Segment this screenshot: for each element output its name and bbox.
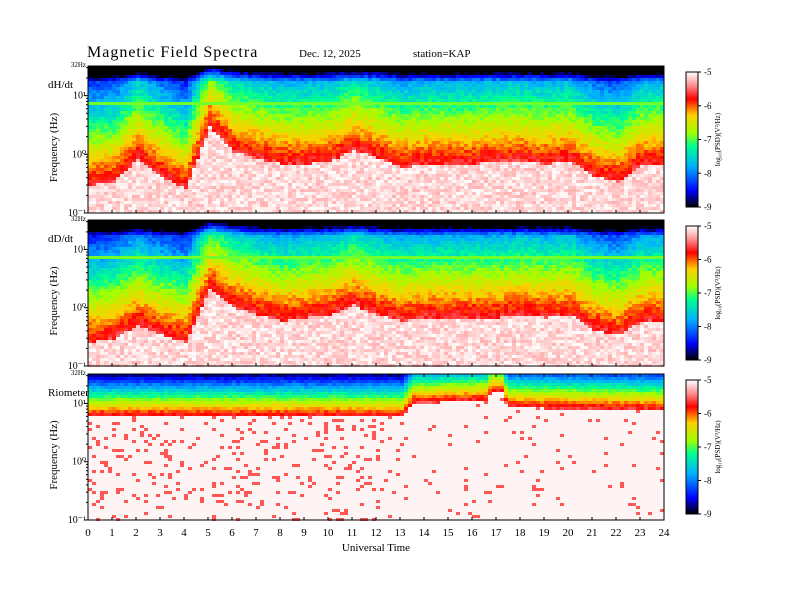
colorbar-tick-label: -9 — [704, 509, 712, 519]
x-tick-label: 21 — [587, 527, 598, 539]
x-tick-label: 19 — [539, 527, 551, 539]
colorbar-tick-label: -8 — [704, 168, 712, 178]
x-tick-label: 6 — [229, 527, 235, 539]
colorbar-gradient — [685, 225, 699, 361]
colorbar: -5 -6 -7 -8 -9 log₁₀(PSD)(V²/Hz) — [685, 67, 722, 212]
colorbar-tick-label: -6 — [704, 101, 712, 111]
colorbar-tick-label: -7 — [704, 288, 712, 298]
colorbar-gradient — [685, 379, 699, 515]
y-top-label: 32Hz — [71, 215, 86, 223]
colorbar-label: log₁₀(PSD)(V²/Hz) — [714, 112, 722, 166]
y-tick-label: 10⁻¹ — [68, 361, 86, 372]
spectrogram — [88, 66, 664, 213]
y-tick-label: 10⁰ — [72, 457, 86, 468]
colorbar-tick-label: -6 — [704, 255, 712, 265]
panel-label: Riometer — [48, 387, 89, 399]
x-tick-label: 22 — [611, 527, 622, 539]
x-axis-label: Universal Time — [342, 542, 410, 554]
x-tick-label: 18 — [515, 527, 527, 539]
colorbar-tick-label: -9 — [704, 202, 712, 212]
x-tick-label: 11 — [347, 527, 358, 539]
x-tick-label: 16 — [467, 527, 479, 539]
x-tick-label: 13 — [395, 527, 407, 539]
y-tick-label: 10⁰ — [72, 149, 86, 160]
x-tick-label: 0 — [85, 527, 91, 539]
y-tick-label: 10¹ — [73, 398, 86, 409]
y-axis-label: Frequency (Hz) — [48, 266, 60, 336]
colorbar-tick-label: -7 — [704, 135, 712, 145]
x-tick-label: 23 — [635, 527, 647, 539]
spectrogram — [88, 220, 664, 367]
y-axis-label: Frequency (Hz) — [48, 113, 60, 183]
colorbar-label: log₁₀(PSD)(V²/Hz) — [714, 420, 722, 474]
colorbar-tick-label: -7 — [704, 442, 712, 452]
y-tick-label: 10¹ — [73, 91, 86, 102]
x-tick-label: 17 — [491, 527, 503, 539]
colorbar-tick-label: -5 — [704, 375, 712, 385]
y-top-label: 32Hz — [71, 61, 86, 69]
x-tick-label: 20 — [563, 527, 575, 539]
x-tick-label: 15 — [443, 527, 455, 539]
station-label: station=KAP — [413, 48, 471, 60]
x-tick-label: 24 — [659, 527, 671, 539]
x-tick-label: 5 — [205, 527, 211, 539]
colorbar-tick-label: -9 — [704, 355, 712, 365]
y-tick-label: 10¹ — [73, 244, 86, 255]
panel-label: dH/dt — [48, 79, 73, 91]
colorbar-tick-label: -6 — [704, 409, 712, 419]
colorbar: -5 -6 -7 -8 -9 log₁₀(PSD)(V²/Hz) — [685, 221, 722, 365]
colorbar-gradient — [685, 71, 699, 208]
x-tick-label: 9 — [301, 527, 307, 539]
colorbar-tick-label: -8 — [704, 322, 712, 332]
x-tick-label: 3 — [157, 527, 163, 539]
y-tick-label: 10⁻¹ — [68, 515, 86, 526]
y-tick-label: 10⁻¹ — [68, 208, 86, 219]
figure-title: Magnetic Field Spectra — [87, 44, 258, 62]
colorbar-label: log₁₀(PSD)(V²/Hz) — [714, 266, 722, 320]
x-tick-label: 8 — [277, 527, 283, 539]
colorbar-tick-label: -8 — [704, 476, 712, 486]
x-tick-label: 7 — [253, 527, 259, 539]
colorbar: -5 -6 -7 -8 -9 log₁₀(PSD)(V²/Hz) — [685, 375, 722, 519]
x-tick-label: 1 — [109, 527, 115, 539]
colorbar-tick-label: -5 — [704, 67, 712, 77]
panel-label: dD/dt — [48, 233, 73, 245]
x-tick-label: 12 — [371, 527, 382, 539]
figure-date: Dec. 12, 2025 — [299, 48, 361, 60]
x-tick-label: 2 — [133, 527, 139, 539]
x-tick-label: 14 — [419, 527, 431, 539]
y-axis-label: Frequency (Hz) — [48, 420, 60, 490]
x-tick-label: 4 — [181, 527, 187, 539]
y-top-label: 32Hz — [71, 369, 86, 377]
x-tick-label: 10 — [323, 527, 335, 539]
spectrogram — [88, 374, 664, 521]
y-tick-label: 10⁰ — [72, 303, 86, 314]
colorbar-tick-label: -5 — [704, 221, 712, 231]
